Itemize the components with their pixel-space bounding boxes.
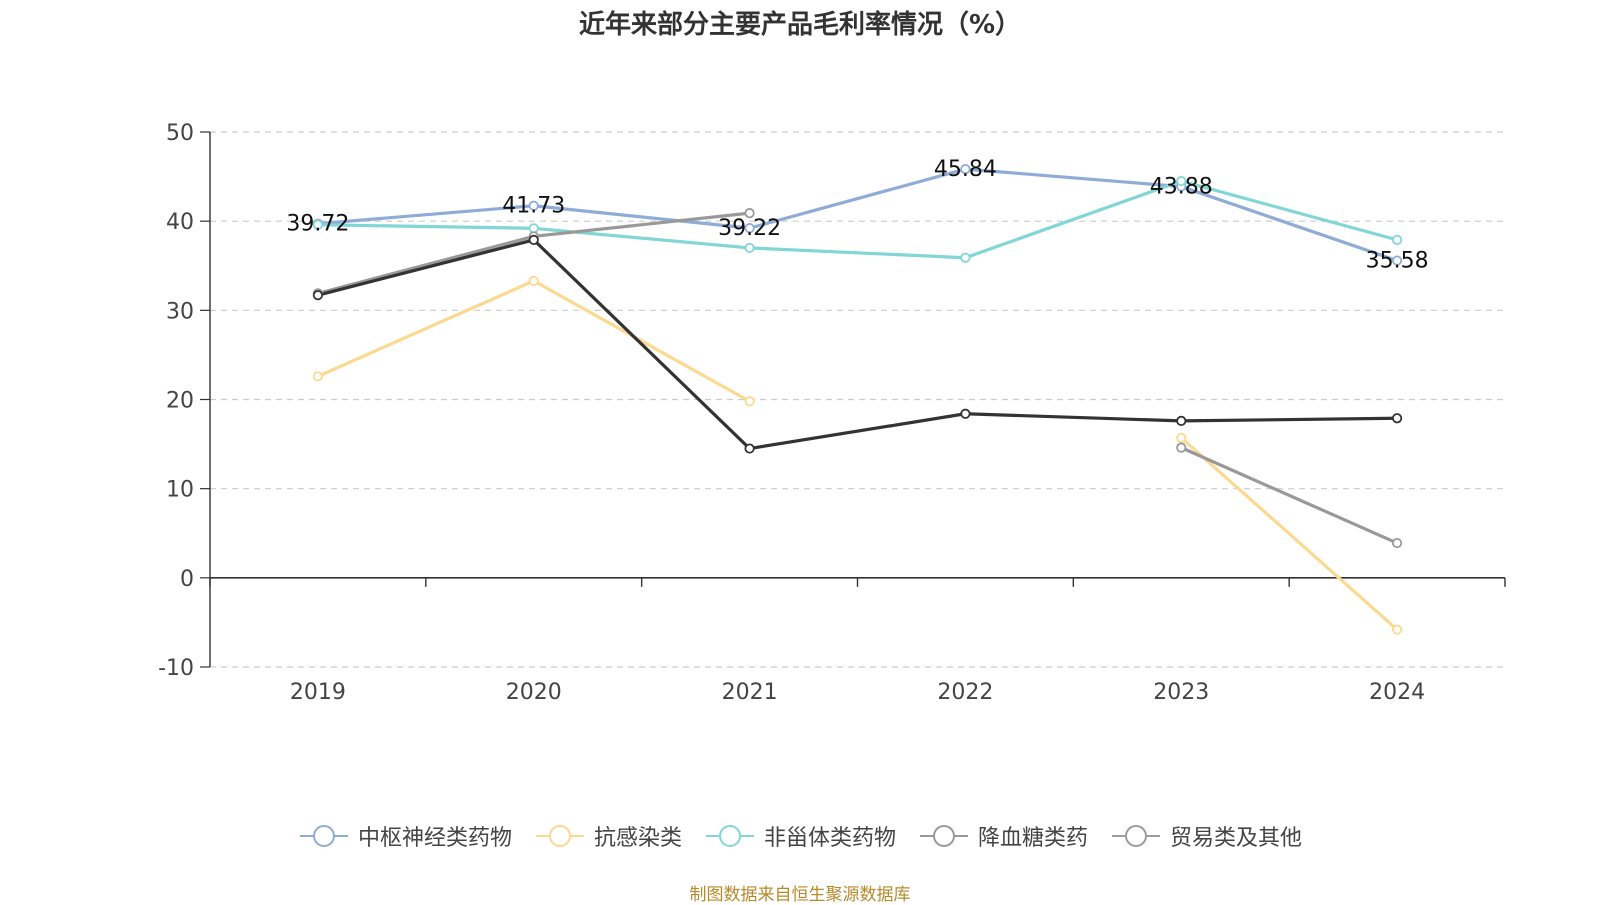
data-label: 35.58 [1366, 249, 1429, 274]
legend-swatch-icon [1112, 825, 1161, 847]
legend-swatch-icon [299, 825, 348, 847]
x-tick-label: 2019 [290, 680, 346, 705]
data-label: 45.84 [934, 157, 997, 182]
y-tick-label: 20 [166, 389, 194, 414]
data-label: 41.73 [502, 194, 565, 219]
data-point [960, 408, 971, 419]
data-point [1391, 234, 1403, 245]
data-point [1176, 175, 1187, 187]
data-point [744, 396, 755, 407]
legend-label: 抗感染类 [593, 826, 682, 851]
legend-item[interactable]: 非甾体类药物 [704, 820, 896, 852]
data-label: 39.72 [286, 212, 349, 237]
data-point [312, 219, 324, 230]
legend-item[interactable]: 贸易类及其他 [1110, 820, 1302, 852]
y-tick-label: -10 [158, 656, 194, 681]
data-point [960, 163, 971, 175]
series-lines [317, 167, 1399, 631]
series-line [317, 167, 1398, 263]
data-point [1391, 413, 1403, 424]
data-point [1391, 255, 1403, 266]
legend-label: 非甾体类药物 [763, 826, 896, 851]
y-tick-label: 30 [166, 299, 194, 324]
legend: 中枢神经类药物 抗感染类 非甾体类药物 降血糖类药 贸易类及其他 [0, 818, 1600, 854]
legend-swatch-icon [920, 825, 968, 847]
x-tick-label: 2023 [1153, 680, 1209, 705]
y-tick-label: 10 [166, 478, 194, 503]
x-tick-label: 2021 [722, 680, 778, 705]
legend-swatch-icon [535, 825, 584, 847]
data-label: 43.88 [1150, 175, 1213, 200]
grid-lines [210, 131, 1505, 668]
data-point [744, 242, 755, 254]
source-note: 制图数据来自恒生聚源数据库 [689, 885, 911, 905]
data-point [744, 223, 755, 234]
series-line [1180, 436, 1399, 631]
data-point [1391, 537, 1403, 549]
data-point [1176, 442, 1187, 453]
y-tick-label: 40 [166, 210, 194, 235]
data-point [528, 275, 539, 287]
legend-item[interactable]: 中枢神经类药物 [298, 820, 512, 852]
legend-swatch-icon [705, 825, 754, 847]
legend-label: 中枢神经类药物 [357, 826, 512, 851]
legend-item[interactable]: 抗感染类 [534, 820, 682, 852]
data-point [528, 234, 539, 245]
chart-title: 近年来部分主要产品毛利率情况（%） [578, 10, 1022, 40]
data-points [312, 163, 1403, 635]
data-point [1176, 432, 1187, 443]
series-line [317, 279, 751, 403]
y-tick-label: 0 [180, 567, 194, 592]
data-labels: 39.72 41.73 39.22 45.84 43.88 35.58 [286, 157, 1428, 273]
data-point [312, 371, 324, 382]
data-point [312, 290, 324, 301]
line-chart: -10 0 10 20 30 40 50 2019 2020 2021 2022 2023 2024 3… [158, 121, 1506, 705]
x-tick-label: 2020 [506, 680, 562, 705]
series-line [1180, 446, 1398, 545]
data-point [1391, 624, 1403, 635]
legend-label: 贸易类及其他 [1170, 826, 1303, 851]
data-point [528, 200, 539, 211]
axes: -10 0 10 20 30 40 50 2019 2020 2021 2022 2023 2024 [158, 121, 1506, 705]
y-tick-label: 50 [166, 121, 194, 146]
x-tick-label: 2022 [937, 680, 993, 705]
legend-label: 降血糖类药 [978, 826, 1089, 851]
x-tick-label: 2024 [1369, 680, 1425, 705]
data-point [744, 208, 755, 219]
data-point [960, 252, 971, 263]
series-line [317, 238, 1398, 451]
data-label: 39.22 [718, 216, 781, 241]
legend-item[interactable]: 降血糖类药 [918, 820, 1088, 852]
data-point [744, 443, 755, 454]
data-point [1176, 415, 1187, 426]
series-line [317, 179, 1398, 260]
